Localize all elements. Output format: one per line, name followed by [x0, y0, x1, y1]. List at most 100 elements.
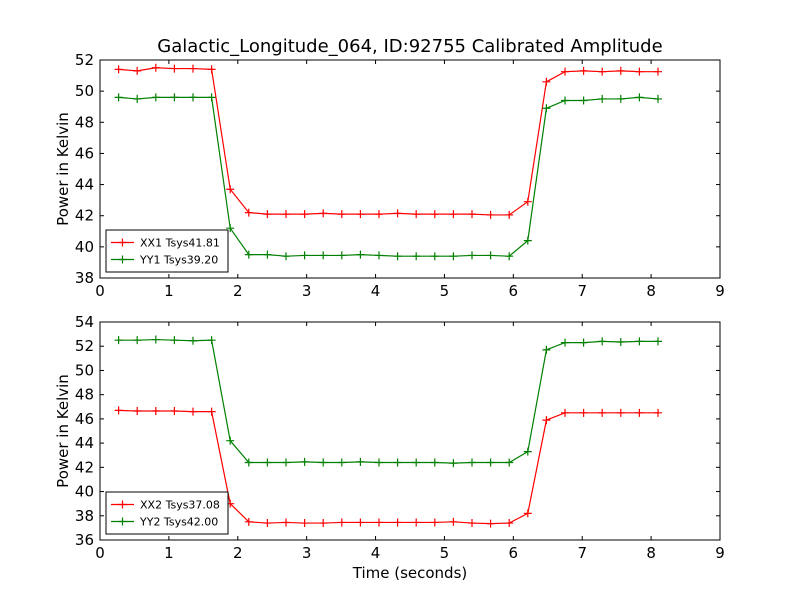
data-point	[542, 77, 551, 86]
data-point	[263, 519, 272, 528]
data-point	[282, 252, 290, 261]
data-point	[393, 209, 402, 218]
legend: XX2 Tsys37.08 YY2 Tsys42.00	[105, 491, 229, 535]
y-tick-label: 40	[75, 238, 94, 256]
data-point	[430, 518, 439, 527]
data-point	[635, 337, 644, 346]
data-point	[561, 408, 569, 417]
data-point	[356, 518, 365, 527]
legend-marker	[118, 500, 127, 509]
x-tick-label: 9	[715, 282, 725, 300]
data-point	[189, 336, 197, 345]
data-point	[114, 93, 123, 102]
data-point	[114, 65, 123, 74]
data-point	[654, 337, 662, 346]
data-point	[375, 251, 383, 260]
x-tick-label: 1	[164, 544, 174, 562]
data-point	[263, 250, 272, 259]
legend-box	[105, 491, 229, 535]
data-point	[170, 93, 179, 102]
data-point	[449, 210, 458, 219]
x-tick-label: 2	[233, 544, 243, 562]
data-point	[207, 336, 216, 345]
data-point	[635, 408, 644, 417]
x-tick-label: 0	[95, 282, 105, 300]
y-tick-label: 46	[75, 144, 94, 162]
data-point	[375, 458, 383, 467]
y-axis-label: Power in Kelvin	[54, 374, 72, 488]
series-1	[114, 406, 662, 528]
data-point	[579, 408, 588, 417]
data-point	[505, 252, 514, 261]
data-point	[486, 251, 495, 260]
x-tick-label: 4	[371, 282, 381, 300]
data-point	[282, 210, 290, 219]
y-tick-label: 40	[75, 483, 94, 501]
data-point	[337, 458, 346, 467]
x-axis-label: Time (seconds)	[352, 564, 468, 582]
y-tick-label: 50	[75, 82, 94, 100]
data-point	[654, 408, 662, 417]
data-point	[561, 67, 569, 76]
x-tick-label: 3	[302, 282, 312, 300]
x-tick-label: 2	[233, 282, 243, 300]
data-point	[579, 66, 588, 75]
data-point	[542, 416, 551, 425]
x-tick-label: 4	[371, 544, 381, 562]
data-point	[300, 457, 309, 466]
data-point	[616, 94, 625, 103]
data-point	[375, 210, 383, 219]
data-point	[505, 210, 514, 219]
legend-label: XX1 Tsys41.81	[140, 237, 220, 250]
data-point	[263, 458, 272, 467]
data-point	[654, 67, 662, 76]
data-point	[635, 67, 644, 76]
data-point	[486, 210, 495, 219]
x-tick-label: 8	[646, 282, 656, 300]
data-point	[468, 519, 476, 528]
y-tick-label: 44	[75, 434, 94, 452]
data-point	[393, 252, 402, 261]
data-point	[300, 519, 309, 528]
data-point	[449, 252, 458, 261]
data-point	[207, 93, 216, 102]
data-point	[598, 408, 607, 417]
legend-label: XX2 Tsys37.08	[140, 499, 220, 512]
x-tick-label: 5	[440, 544, 450, 562]
y-tick-label: 46	[75, 410, 94, 428]
y-tick-label: 38	[75, 269, 94, 287]
x-tick-label: 7	[577, 282, 587, 300]
series-2	[114, 93, 662, 261]
x-tick-label: 8	[646, 544, 656, 562]
data-point	[561, 338, 569, 347]
x-tick-label: 3	[302, 544, 312, 562]
data-point	[523, 197, 532, 206]
data-point	[468, 251, 476, 260]
data-point	[523, 447, 532, 456]
data-point	[412, 210, 421, 219]
data-point	[430, 458, 439, 467]
data-point	[114, 406, 123, 415]
data-point	[151, 407, 160, 416]
data-point	[263, 210, 272, 219]
data-point	[393, 458, 402, 467]
data-point	[412, 458, 421, 467]
data-point	[170, 407, 179, 416]
data-point	[468, 210, 476, 219]
data-point	[319, 519, 328, 528]
data-point	[189, 407, 197, 416]
data-point	[207, 407, 216, 416]
data-point	[319, 209, 328, 218]
legend-marker	[118, 517, 127, 526]
chart-title: Galactic_Longitude_064, ID:92755 Calibra…	[157, 36, 662, 57]
y-tick-label: 48	[75, 113, 94, 131]
data-point	[319, 458, 328, 467]
data-point	[430, 252, 439, 261]
data-point	[319, 251, 328, 260]
series-2	[114, 335, 662, 468]
data-point	[486, 458, 495, 467]
legend-label: YY2 Tsys42.00	[139, 516, 218, 529]
data-point	[561, 96, 569, 105]
data-point	[375, 518, 383, 527]
